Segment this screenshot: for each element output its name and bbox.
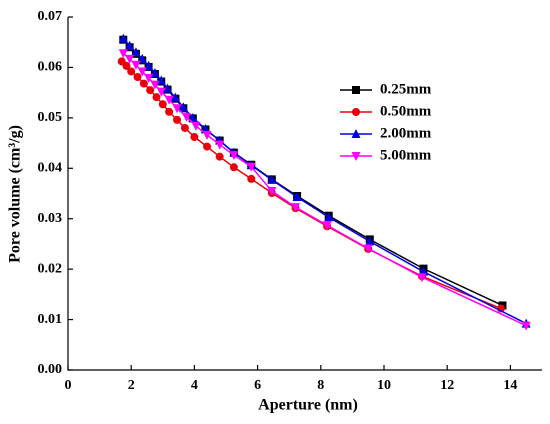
- y-tick-label: 0.06: [38, 60, 63, 75]
- marker: [267, 186, 277, 196]
- legend-label: 0.50mm: [380, 103, 432, 119]
- legend-label: 5.00mm: [380, 147, 432, 163]
- marker: [182, 112, 191, 122]
- y-tick-label: 0.03: [38, 211, 63, 226]
- y-tick-label: 0.02: [38, 261, 63, 276]
- marker: [125, 54, 135, 64]
- marker: [200, 123, 210, 133]
- marker: [139, 79, 148, 88]
- y-tick-label: 0.00: [38, 362, 63, 377]
- marker: [152, 93, 161, 102]
- marker: [202, 131, 212, 141]
- x-tick-label: 10: [377, 378, 391, 393]
- marker: [178, 102, 188, 112]
- marker: [215, 140, 225, 150]
- marker: [521, 321, 531, 331]
- marker: [163, 83, 173, 93]
- y-tick-label: 0.07: [38, 9, 63, 24]
- y-tick-label: 0.01: [38, 312, 63, 327]
- marker: [144, 74, 154, 84]
- y-tick-label: 0.05: [38, 110, 63, 125]
- x-tick-label: 8: [317, 378, 324, 393]
- marker: [203, 142, 212, 151]
- marker: [150, 80, 160, 90]
- legend-label: 2.00mm: [380, 125, 432, 141]
- marker: [165, 107, 174, 116]
- marker: [191, 121, 201, 131]
- marker: [127, 67, 136, 76]
- series-line: [122, 38, 527, 325]
- marker: [118, 49, 128, 59]
- marker: [170, 92, 180, 102]
- marker: [137, 53, 147, 63]
- marker: [164, 95, 174, 105]
- x-tick-label: 4: [191, 378, 198, 393]
- marker: [351, 152, 361, 161]
- marker: [246, 162, 256, 172]
- x-tick-label: 12: [440, 378, 454, 393]
- marker: [131, 47, 141, 57]
- x-tick-label: 2: [128, 378, 135, 393]
- marker: [363, 244, 373, 254]
- marker: [247, 174, 256, 183]
- series-line: [122, 52, 527, 327]
- marker: [351, 129, 361, 138]
- marker: [190, 133, 199, 142]
- marker: [291, 203, 301, 213]
- marker: [156, 75, 166, 85]
- marker: [292, 192, 302, 202]
- marker: [365, 236, 375, 246]
- marker: [173, 115, 182, 124]
- y-tick-label: 0.04: [38, 161, 63, 176]
- marker: [137, 67, 147, 77]
- series-line: [121, 60, 502, 310]
- marker: [133, 73, 142, 82]
- legend-label: 0.25mm: [380, 81, 432, 97]
- marker: [267, 174, 277, 184]
- x-tick-label: 6: [254, 378, 261, 393]
- marker: [131, 60, 141, 70]
- marker: [146, 86, 155, 95]
- marker: [352, 108, 360, 116]
- marker: [215, 152, 224, 161]
- marker: [324, 212, 334, 222]
- series-line: [122, 39, 503, 307]
- marker: [118, 33, 128, 43]
- marker: [188, 112, 198, 122]
- x-tick-label: 14: [503, 378, 517, 393]
- marker: [229, 163, 238, 172]
- y-axis-label: Pore volume (cm³/g): [7, 125, 24, 263]
- marker: [156, 87, 166, 97]
- marker: [122, 61, 131, 70]
- marker: [322, 221, 332, 231]
- marker: [229, 151, 239, 161]
- marker: [172, 104, 182, 114]
- marker: [125, 40, 135, 50]
- marker: [158, 100, 167, 109]
- x-tick-label: 0: [65, 378, 72, 393]
- marker: [180, 123, 189, 132]
- marker: [417, 273, 427, 283]
- marker: [352, 86, 360, 94]
- x-axis-label: Aperture (nm): [258, 397, 358, 414]
